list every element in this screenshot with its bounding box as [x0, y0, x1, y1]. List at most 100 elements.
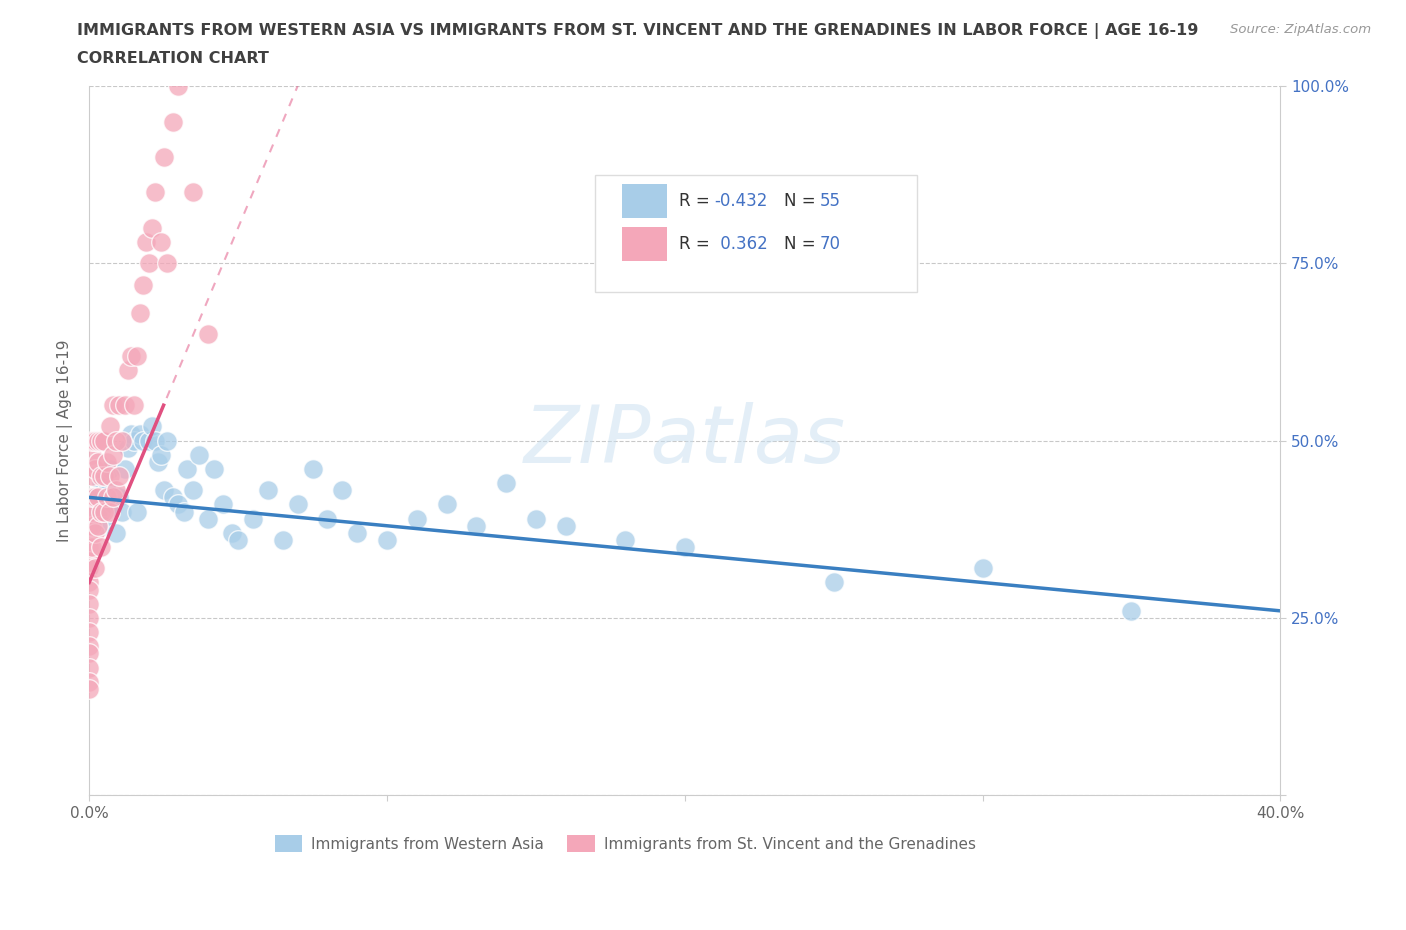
Point: [84, 433, 107, 448]
Point: [77, 539, 100, 554]
Point: [77, 646, 100, 661]
Point: [122, 433, 145, 448]
Point: [82, 447, 104, 462]
Point: [77, 525, 100, 540]
Point: [114, 398, 136, 413]
Point: [101, 447, 124, 462]
Point: [152, 150, 174, 165]
Point: [173, 504, 195, 519]
Point: [84, 525, 107, 540]
Point: [87, 455, 110, 470]
Point: [614, 533, 637, 548]
Point: [108, 469, 131, 484]
Point: [90, 469, 112, 484]
Legend: Immigrants from Western Asia, Immigrants from St. Vincent and the Grenadines: Immigrants from Western Asia, Immigrants…: [269, 829, 981, 858]
Point: [104, 483, 127, 498]
Point: [108, 398, 131, 413]
Text: N =: N =: [783, 234, 821, 253]
Point: [87, 504, 110, 519]
Point: [93, 504, 115, 519]
Text: 0.362: 0.362: [714, 234, 768, 253]
FancyBboxPatch shape: [595, 175, 917, 292]
Point: [242, 512, 264, 526]
Text: N =: N =: [783, 192, 821, 210]
Point: [104, 525, 127, 540]
Text: 70: 70: [820, 234, 841, 253]
Point: [101, 490, 124, 505]
Point: [202, 461, 225, 476]
Text: -0.432: -0.432: [714, 192, 768, 210]
Point: [93, 518, 115, 533]
Point: [77, 582, 100, 597]
FancyBboxPatch shape: [621, 227, 666, 260]
Point: [93, 469, 115, 484]
Point: [346, 525, 368, 540]
Point: [101, 497, 124, 512]
Point: [143, 185, 166, 200]
Text: IMMIGRANTS FROM WESTERN ASIA VS IMMIGRANTS FROM ST. VINCENT AND THE GRENADINES I: IMMIGRANTS FROM WESTERN ASIA VS IMMIGRAN…: [77, 23, 1199, 39]
Point: [287, 497, 309, 512]
Point: [77, 575, 100, 590]
Point: [98, 461, 121, 476]
Point: [197, 512, 219, 526]
Point: [77, 610, 100, 625]
Point: [125, 504, 148, 519]
Point: [301, 461, 323, 476]
Point: [96, 490, 118, 505]
Point: [132, 277, 155, 292]
Point: [141, 220, 163, 235]
Point: [554, 518, 576, 533]
Point: [141, 419, 163, 434]
Point: [77, 504, 100, 519]
Point: [155, 433, 177, 448]
Point: [167, 497, 190, 512]
Point: [82, 490, 104, 505]
Point: [90, 539, 112, 554]
Point: [436, 497, 458, 512]
Point: [77, 682, 100, 697]
Point: [149, 447, 172, 462]
Point: [77, 561, 100, 576]
Point: [405, 512, 427, 526]
Point: [120, 426, 142, 441]
Point: [221, 525, 243, 540]
Point: [673, 539, 696, 554]
Point: [77, 596, 100, 611]
Text: Source: ZipAtlas.com: Source: ZipAtlas.com: [1230, 23, 1371, 36]
Point: [82, 433, 104, 448]
Point: [183, 185, 205, 200]
Text: R =: R =: [679, 234, 714, 253]
Point: [117, 363, 139, 378]
Point: [93, 433, 115, 448]
Point: [256, 483, 278, 498]
Point: [495, 476, 517, 491]
Point: [82, 504, 104, 519]
Point: [77, 639, 100, 654]
Point: [143, 433, 166, 448]
Point: [90, 476, 112, 491]
Point: [111, 504, 134, 519]
Point: [212, 497, 235, 512]
Point: [1121, 604, 1143, 618]
Point: [132, 433, 155, 448]
Text: ZIPatlas: ZIPatlas: [523, 402, 846, 480]
Point: [125, 348, 148, 363]
Text: 55: 55: [820, 192, 841, 210]
Point: [84, 461, 107, 476]
Point: [162, 490, 184, 505]
Point: [197, 326, 219, 341]
Text: R =: R =: [679, 192, 714, 210]
Point: [90, 433, 112, 448]
Point: [98, 504, 121, 519]
Point: [135, 234, 157, 249]
Point: [77, 518, 100, 533]
Point: [122, 398, 145, 413]
Point: [82, 469, 104, 484]
Y-axis label: In Labor Force | Age 16-19: In Labor Force | Age 16-19: [58, 339, 73, 542]
Point: [162, 114, 184, 129]
Point: [524, 512, 547, 526]
Point: [77, 625, 100, 640]
Point: [84, 490, 107, 505]
Point: [823, 575, 845, 590]
Point: [152, 483, 174, 498]
